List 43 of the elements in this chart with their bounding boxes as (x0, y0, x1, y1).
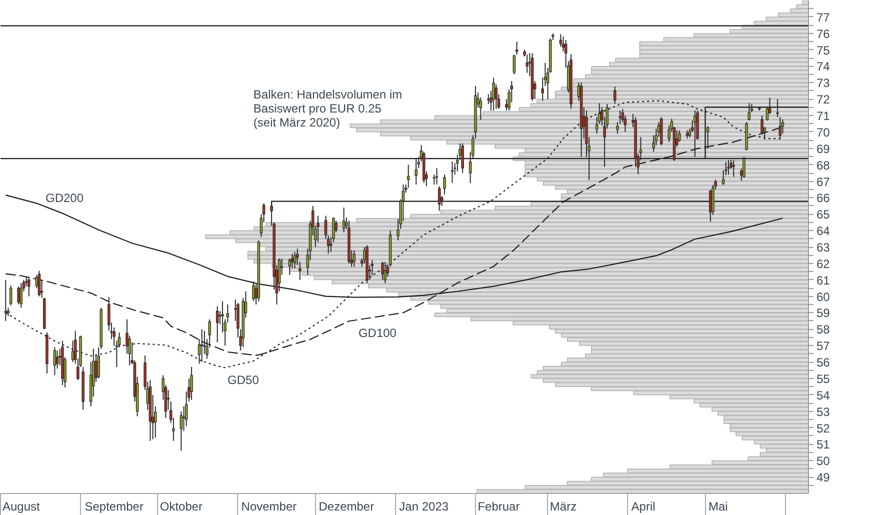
y-tick-label: 59 (816, 306, 830, 320)
x-tick-label: August (2, 500, 40, 514)
y-tick-label: 68 (816, 158, 830, 172)
x-tick-label: Februar (478, 500, 520, 514)
x-tick-label: Jan 2023 (399, 500, 449, 514)
y-tick-label: 50 (816, 454, 830, 468)
y-tick-label: 60 (816, 290, 830, 304)
y-tick-label: 54 (816, 388, 830, 402)
y-tick-label: 77 (816, 10, 830, 24)
y-tick-label: 70 (816, 125, 830, 140)
y-tick-label: 64 (816, 224, 830, 238)
x-tick-label: September (84, 500, 144, 514)
y-tick-label: 69 (816, 142, 830, 156)
y-tick-label: 67 (816, 174, 830, 189)
series-label: GD50 (228, 372, 260, 387)
y-tick-label: 76 (816, 26, 830, 41)
series-label: GD100 (358, 326, 397, 340)
y-tick-label: 65 (816, 208, 830, 222)
y-tick-label: 49 (816, 470, 830, 485)
y-tick-label: 74 (816, 60, 830, 74)
y-tick-label: 56 (816, 356, 830, 370)
x-tick-label: April (631, 500, 656, 514)
annotation: Balken: Handelsvolumen im Basiswert pro EUR 0.25 (seit März 2020) (253, 87, 402, 130)
x-tick-label: März (550, 500, 577, 514)
y-tick-label: 73 (816, 76, 830, 90)
x-tick-label: Mai (708, 500, 728, 514)
x-tick-label: November (241, 500, 297, 514)
y-tick-label: 51 (816, 438, 830, 452)
y-tick-label: 62 (816, 256, 830, 271)
y-tick-label: 72 (816, 92, 830, 107)
y-tick-label: 63 (816, 240, 830, 254)
y-tick-label: 52 (816, 421, 830, 436)
x-tick-label: Dezember (318, 500, 374, 514)
y-tick-label: 61 (816, 273, 830, 288)
y-tick-label: 66 (816, 191, 830, 206)
y-tick-label: 58 (816, 322, 830, 337)
y-tick-label: 55 (816, 372, 830, 386)
y-tick-label: 71 (816, 109, 830, 124)
y-tick-label: 57 (816, 339, 830, 354)
x-tick-label: Oktober (160, 500, 203, 514)
y-tick-label: 75 (816, 43, 830, 58)
y-tick-label: 53 (816, 404, 830, 419)
series-label: GD200 (46, 191, 84, 206)
